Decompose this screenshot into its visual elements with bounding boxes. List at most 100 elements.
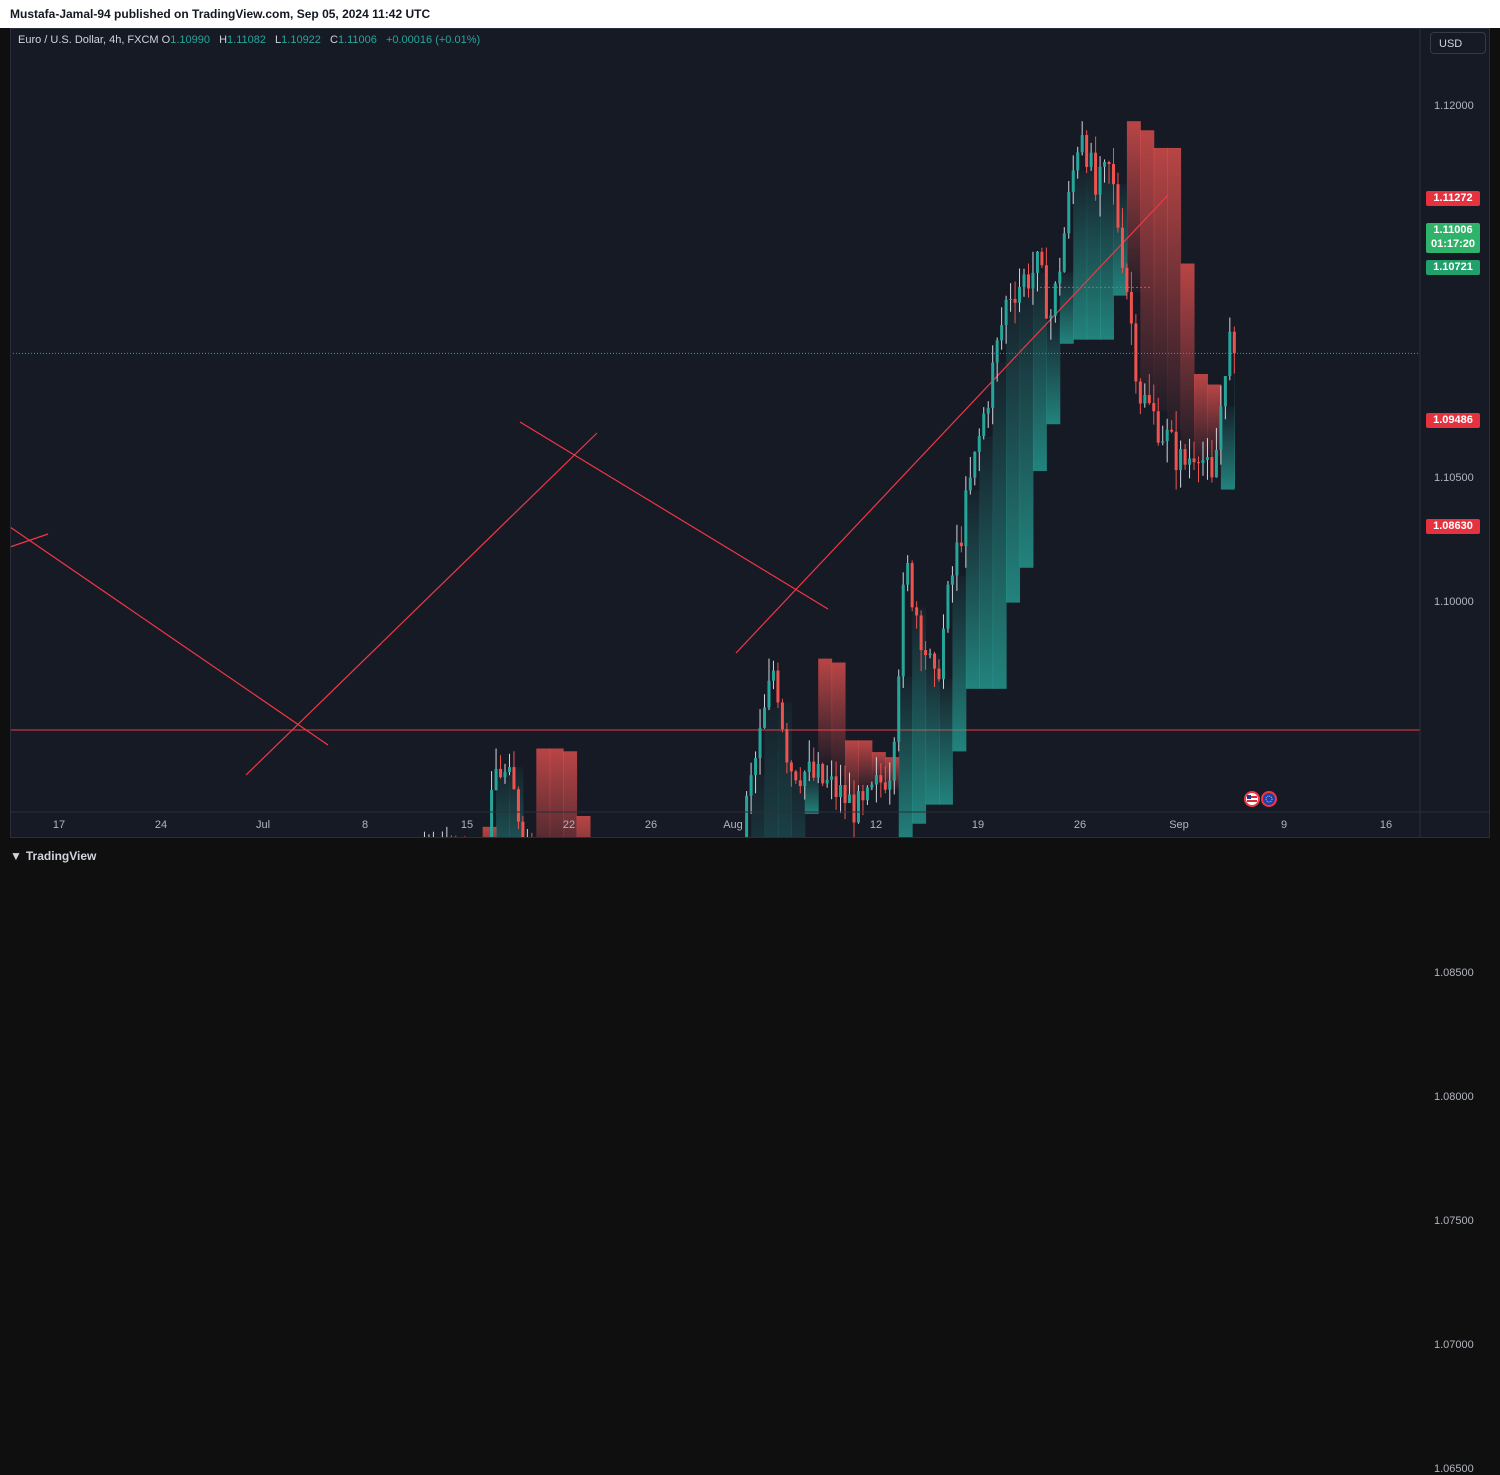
candle-body: [933, 653, 937, 669]
candle-body: [924, 650, 928, 656]
cloud-segment-up: [764, 707, 779, 874]
candle-body: [852, 794, 856, 823]
candle-body: [861, 791, 865, 801]
candle-body: [763, 707, 767, 728]
tradingview-logo[interactable]: ▼ TradingView: [10, 849, 96, 863]
candle-body: [1156, 411, 1160, 443]
price-chart[interactable]: [0, 0, 1500, 874]
candle-body: [910, 562, 914, 608]
trendline: [245, 432, 598, 776]
candle-body: [1018, 286, 1022, 303]
candle-body: [1013, 298, 1017, 303]
candle-body: [955, 542, 959, 576]
candle-body: [946, 584, 950, 629]
candle-body: [499, 768, 503, 778]
candle-body: [1022, 274, 1026, 287]
candle-body: [1053, 283, 1057, 316]
candle-body: [937, 668, 941, 680]
candle-body: [490, 790, 494, 861]
candle-body: [1201, 459, 1205, 464]
time-axis-label: 15: [460, 819, 474, 831]
candle-body: [950, 575, 954, 585]
candle-body: [1223, 376, 1227, 407]
cloud-segment-up: [939, 679, 953, 805]
cloud-segment-up: [912, 607, 927, 824]
candle-body: [986, 407, 990, 414]
candle-body: [1044, 265, 1048, 319]
time-axis-label: 16: [1379, 819, 1393, 831]
candle-body: [892, 741, 896, 781]
price-tag-resistance: 1.09486: [1426, 413, 1480, 428]
candle-body: [776, 670, 780, 703]
candle-body: [1035, 251, 1039, 273]
candle-body: [1031, 272, 1035, 289]
candle-body: [964, 490, 968, 547]
candle-body: [1107, 162, 1111, 165]
symbol-name[interactable]: Euro / U.S. Dollar, 4h, FXCM: [18, 34, 159, 46]
candle-body: [1125, 267, 1129, 292]
horizontal-levels: [10, 286, 1420, 731]
candle-body: [1111, 164, 1115, 185]
price-axis-label: 1.10500: [1434, 471, 1474, 484]
candle-body: [503, 772, 507, 778]
candle-body: [1161, 441, 1165, 443]
candle-body: [1067, 191, 1071, 234]
cloud-segment-down: [885, 757, 900, 790]
candle-body: [745, 795, 749, 874]
cloud-segment-up: [1059, 271, 1074, 344]
price-axis-label: 1.07000: [1434, 1339, 1474, 1351]
candle-body: [798, 780, 802, 787]
price-axis-label: 1.07500: [1434, 1215, 1474, 1228]
cloud-segment-up: [804, 772, 819, 814]
candle-body: [1129, 291, 1133, 324]
candle-body: [1058, 271, 1062, 284]
cloud-segment-up: [1220, 406, 1235, 490]
candle-body: [1188, 458, 1192, 465]
trendline: [9, 533, 49, 548]
candle-body: [856, 791, 860, 823]
symbol-legend[interactable]: Euro / U.S. Dollar, 4h, FXCM O1.10990 H1…: [18, 34, 486, 46]
footer-bar: [0, 838, 1500, 874]
currency-button[interactable]: USD: [1430, 32, 1486, 54]
high-label: H: [219, 34, 228, 46]
candle-body: [865, 787, 869, 801]
candle-body: [941, 628, 945, 680]
high-value: 1.11082: [227, 34, 266, 46]
events-flags-icon[interactable]: [1242, 790, 1282, 808]
candle-body: [1080, 135, 1084, 153]
candle-body: [785, 729, 789, 763]
candle-body: [1062, 233, 1066, 272]
current-price-value: 1.11006: [1433, 224, 1473, 236]
close-value: 1.11006: [337, 34, 377, 46]
candle-body: [1192, 458, 1196, 463]
price-tag-upper: 1.11272: [1426, 191, 1480, 206]
candle-body: [928, 653, 932, 656]
candle-body: [1120, 227, 1124, 268]
candle-body: [494, 768, 498, 791]
time-axis-label: Sep: [1169, 819, 1189, 831]
candle-body: [1103, 162, 1107, 167]
cloud-segment-down: [1180, 263, 1195, 450]
candle-body: [821, 763, 825, 784]
cloud-segment-up: [1086, 166, 1101, 340]
candle-body: [995, 340, 999, 363]
change-value: +0.00016 (+0.01%): [385, 34, 481, 46]
candle-body: [780, 702, 784, 730]
price-tag-green-level: 1.10721: [1426, 260, 1480, 275]
candle-body: [1165, 429, 1169, 442]
candle-body: [758, 727, 762, 759]
candle-body: [897, 676, 901, 742]
candle-body: [1147, 394, 1151, 404]
candle-body: [848, 794, 852, 803]
candle-body: [807, 761, 811, 773]
time-axis-label: 19: [971, 819, 985, 831]
candle-body: [521, 821, 525, 845]
chart-area[interactable]: [10, 28, 1490, 838]
candle-body: [1134, 323, 1138, 382]
low-value: 1.10922: [281, 34, 321, 46]
candle-body: [789, 762, 793, 772]
candle-body: [973, 451, 977, 478]
candle-body: [906, 562, 910, 585]
candle-body: [771, 670, 775, 681]
candle-body: [1205, 457, 1209, 460]
